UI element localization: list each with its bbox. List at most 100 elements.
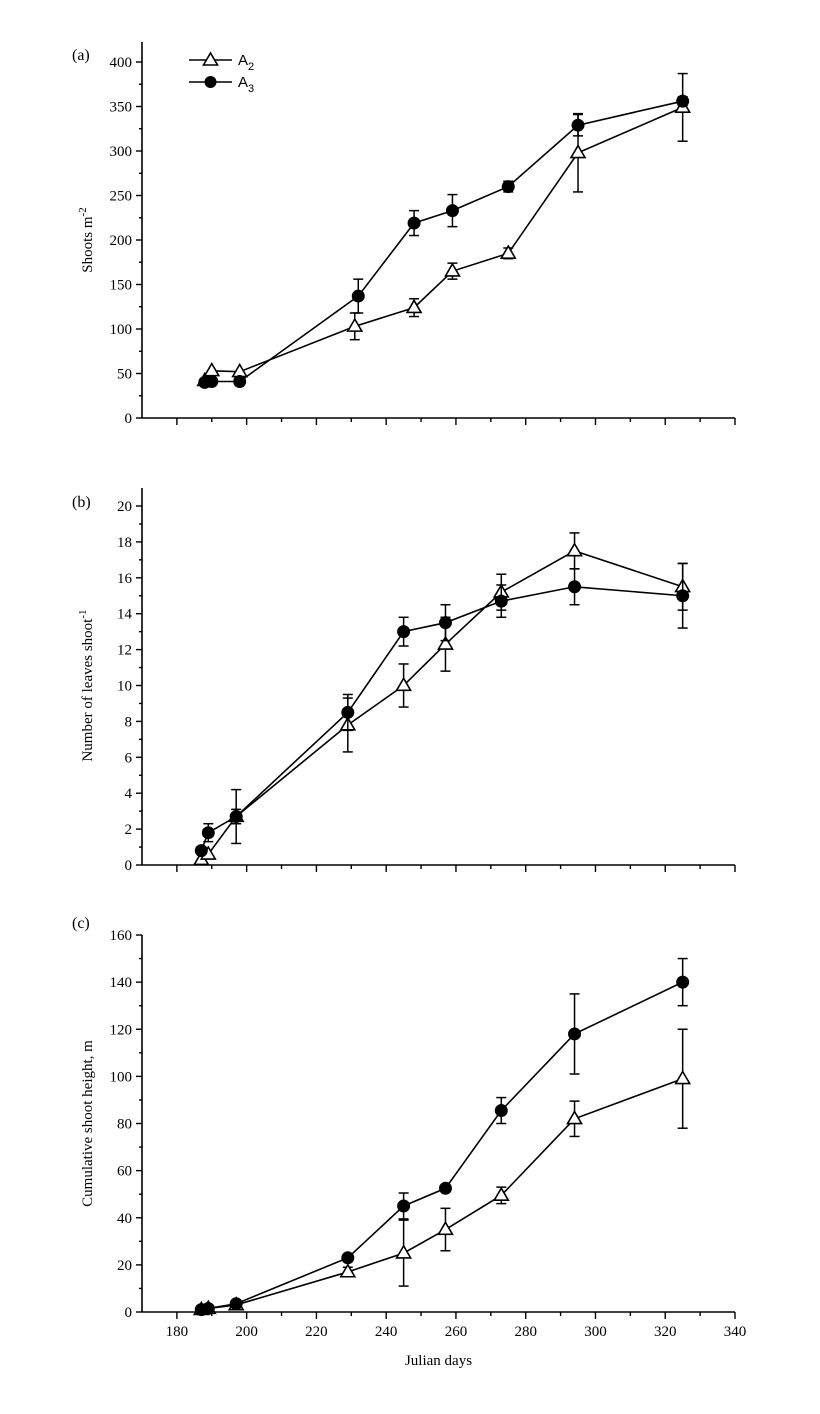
- data-point: [339, 1263, 357, 1278]
- y-tick-label: 14: [117, 607, 133, 623]
- x-tick-label: 300: [584, 1324, 607, 1340]
- data-point: [492, 1186, 510, 1201]
- series-line: [201, 981, 684, 1311]
- x-tick-label: 260: [445, 1324, 468, 1340]
- y-tick-label: 20: [117, 1258, 132, 1274]
- data-point: [499, 244, 517, 259]
- x-tick-label: 180: [166, 1324, 189, 1340]
- data-point: [445, 204, 459, 218]
- x-tick-label: 200: [235, 1324, 258, 1340]
- y-tick-label: 0: [125, 411, 133, 427]
- data-point: [397, 1199, 411, 1213]
- data-point: [568, 580, 582, 594]
- data-point: [569, 143, 587, 159]
- data-point: [351, 289, 365, 303]
- panel-label: (a): [72, 47, 90, 64]
- series-A3: [198, 94, 690, 389]
- x-tick-label: 280: [514, 1324, 537, 1340]
- series-line: [200, 550, 683, 861]
- data-point: [566, 542, 583, 557]
- x-tick-label: 340: [724, 1324, 747, 1340]
- data-point: [341, 1251, 355, 1265]
- data-point: [405, 298, 423, 314]
- y-tick-label: 8: [125, 714, 133, 730]
- series-A3: [194, 562, 690, 858]
- data-point: [203, 362, 221, 377]
- y-tick-label: 140: [110, 975, 133, 991]
- data-point: [674, 1069, 692, 1085]
- y-axis-title-superscript: -2: [77, 207, 89, 216]
- series-line: [201, 1077, 683, 1311]
- y-axis-title: Number of leaves shoot-1: [77, 609, 96, 761]
- data-point: [494, 1104, 508, 1118]
- y-tick-label: 150: [110, 278, 133, 294]
- legend-label-subscript: 3: [248, 83, 254, 95]
- panel-label: (c): [72, 915, 90, 932]
- y-tick-label: 12: [117, 643, 132, 659]
- data-point: [571, 118, 585, 132]
- y-tick-label: 100: [110, 1069, 133, 1085]
- data-point: [438, 616, 452, 630]
- series-A3: [194, 957, 690, 1317]
- y-tick-label: 100: [110, 322, 133, 338]
- data-point: [201, 1301, 215, 1315]
- panel-b: 0 2 4 6 8 10 12 14 16 18 20 (b) Number of leaves sho…: [72, 488, 736, 874]
- panel-label: (b): [72, 494, 91, 511]
- data-point: [395, 1244, 413, 1259]
- data-point: [229, 810, 243, 824]
- y-tick-label: 20: [117, 499, 132, 515]
- y-tick-label: 250: [110, 189, 133, 205]
- y-axis-title: Shoots m-2: [77, 207, 96, 272]
- data-point: [346, 317, 364, 332]
- legend-marker: [202, 51, 219, 66]
- y-tick-label: 160: [110, 928, 133, 944]
- y-tick-label: 0: [125, 1305, 133, 1321]
- series-A2: [192, 532, 692, 866]
- data-point: [676, 94, 690, 108]
- data-point: [676, 975, 690, 989]
- data-point: [566, 1109, 583, 1125]
- data-point: [444, 262, 461, 277]
- data-point: [438, 1181, 452, 1195]
- data-point: [233, 375, 247, 389]
- y-tick-label: 10: [117, 679, 132, 695]
- x-tick-label: 320: [654, 1324, 677, 1340]
- data-point: [437, 635, 454, 650]
- data-point: [395, 676, 413, 692]
- y-tick-label: 4: [125, 786, 133, 802]
- y-tick-label: 200: [110, 233, 133, 249]
- legend-label: A3: [238, 74, 254, 95]
- series-A2: [192, 1028, 692, 1316]
- data-point: [205, 375, 219, 389]
- x-tick-label: 220: [305, 1324, 328, 1340]
- data-point: [501, 180, 515, 194]
- data-point: [341, 705, 355, 719]
- y-tick-label: 16: [117, 571, 133, 587]
- x-axis-title: Julian days: [405, 1353, 472, 1369]
- y-tick-label: 80: [117, 1117, 132, 1133]
- legend-label: A2: [238, 52, 254, 73]
- data-point: [676, 589, 690, 603]
- y-tick-label: 0: [125, 858, 133, 874]
- y-tick-label: 40: [117, 1211, 132, 1227]
- y-tick-label: 50: [117, 367, 132, 383]
- y-tick-label: 400: [110, 55, 133, 71]
- y-tick-label: 2: [125, 822, 133, 838]
- y-tick-label: 300: [110, 144, 133, 160]
- y-tick-label: 350: [110, 100, 133, 116]
- legend-marker: [204, 76, 217, 88]
- data-point: [194, 844, 208, 858]
- data-point: [201, 826, 215, 840]
- series-line: [204, 106, 683, 382]
- data-point: [494, 594, 508, 608]
- y-axis-title-superscript: -1: [77, 609, 89, 618]
- panel-a: 0 50 100 150 200 250 300 350 400 (a) Shoots m-2 A2A…: [72, 42, 736, 427]
- y-axis-title: Cumulative shoot height, m: [80, 1040, 96, 1207]
- series-line: [204, 100, 683, 384]
- y-tick-label: 120: [110, 1022, 133, 1038]
- y-tick-label: 18: [117, 535, 132, 551]
- y-tick-label: 6: [125, 750, 133, 766]
